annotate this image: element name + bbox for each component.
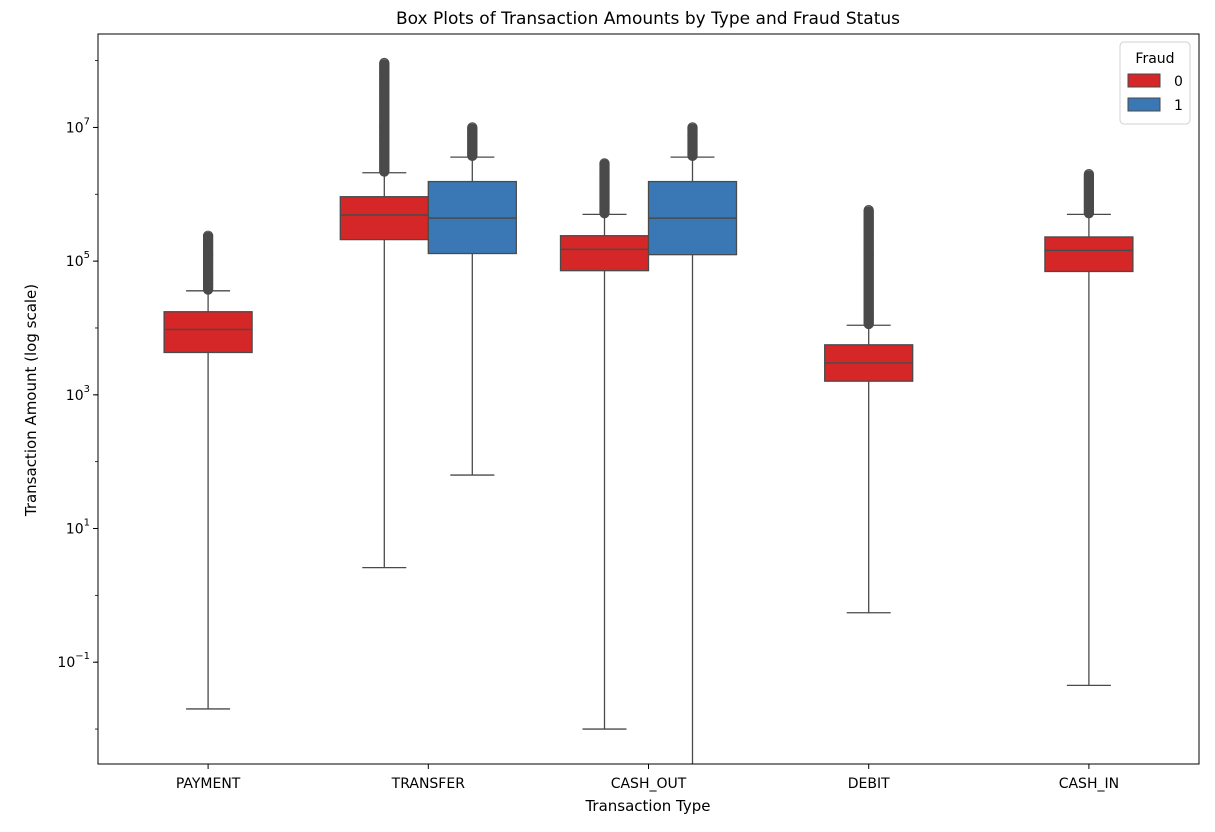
outliers	[202, 230, 214, 295]
box-debit-fraud-0	[824, 204, 914, 614]
outliers	[599, 158, 610, 219]
legend-swatch-fraud-1	[1127, 97, 1161, 112]
outlier-point	[1083, 169, 1095, 180]
box-iqr	[163, 311, 253, 354]
legend-swatch-fraud-0	[1127, 73, 1161, 88]
box-iqr	[559, 235, 650, 272]
x-tick-label: CASH_OUT	[611, 776, 687, 792]
legend-label-fraud-1: 1	[1174, 98, 1183, 114]
x-tick-label: CASH_IN	[1059, 776, 1119, 792]
outlier-point	[202, 230, 214, 241]
outlier-point	[863, 204, 874, 216]
outliers	[467, 122, 478, 162]
outlier-point	[379, 57, 390, 69]
box-payment-fraud-0	[163, 230, 253, 710]
box-iqr	[339, 196, 429, 241]
box-cash_in-fraud-0	[1044, 169, 1134, 687]
x-tick-label: DEBIT	[848, 776, 890, 792]
x-axis-label: Transaction Type	[584, 797, 710, 815]
y-tick-label: 103	[66, 384, 90, 404]
box-transfer-fraud-0	[339, 57, 429, 569]
chart-title: Box Plots of Transaction Amounts by Type…	[396, 9, 900, 29]
box-iqr	[1044, 236, 1134, 273]
y-tick-label: 107	[66, 116, 90, 136]
axes-frame	[97, 33, 1200, 765]
axis-ticks: 10−1 101 103 105 107 PAYMENT TRANSFER CASH_OUT D…	[57, 60, 1119, 792]
y-axis-label: Transaction Amount (log scale)	[22, 284, 40, 517]
legend-label-fraud-0: 0	[1174, 74, 1183, 90]
outliers	[863, 204, 874, 330]
x-tick-label: PAYMENT	[176, 776, 241, 792]
box-cash_out-fraud-0	[559, 158, 650, 730]
y-tick-label: 10−1	[57, 651, 90, 671]
outlier-point	[599, 158, 610, 169]
outliers	[379, 57, 390, 177]
outliers	[687, 122, 698, 162]
box-cash_out-fraud-1	[647, 122, 738, 764]
outlier-point	[467, 122, 478, 133]
x-tick-label: TRANSFER	[391, 776, 466, 792]
outlier-point	[687, 122, 698, 133]
legend-title: Fraud	[1135, 51, 1174, 67]
plot-area	[97, 33, 1200, 765]
outliers	[1083, 169, 1095, 219]
box-transfer-fraud-1	[427, 122, 517, 476]
y-tick-label: 105	[66, 250, 90, 270]
y-tick-label: 101	[66, 518, 90, 538]
